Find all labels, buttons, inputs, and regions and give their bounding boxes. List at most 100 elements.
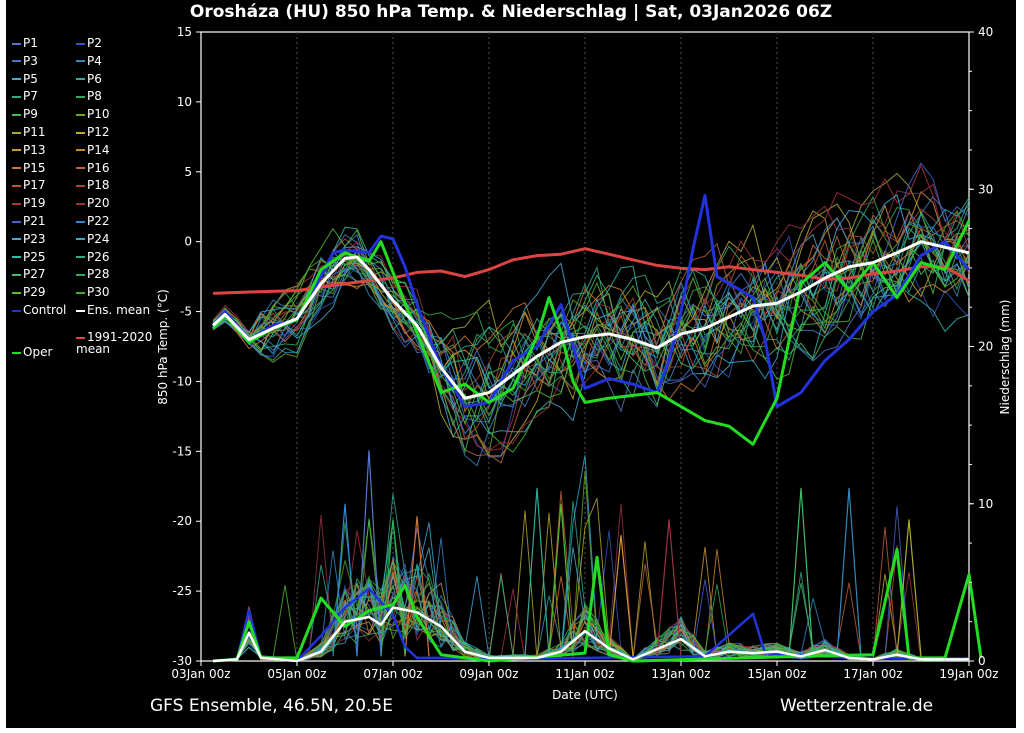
legend-swatch [76,256,85,259]
oper-temp-line [211,220,971,446]
legend-label: P27 [23,267,46,282]
precip-spike [836,487,862,657]
legend-swatch [12,42,21,45]
legend-item-p11: P11 [12,125,46,139]
legend-swatch [76,202,85,205]
legend-swatch [12,113,21,116]
legend-swatch [76,60,85,63]
legend-item-p6: P6 [76,72,102,86]
ens-mean-precip-line [212,606,969,663]
legend-item-p25: P25 [12,250,46,264]
legend-item-ens-mean: Ens. mean [76,303,150,317]
legend-label: P13 [23,142,46,157]
member-temp-line [212,162,970,423]
legend-swatch [76,273,85,276]
y-tick-label: 10 [177,95,192,109]
legend-label: P29 [23,285,46,300]
legend-item-p22: P22 [76,214,110,228]
legend-swatch [12,291,21,294]
legend-swatch [12,273,21,276]
legend-swatch [12,60,21,63]
member-precip-line [212,560,970,662]
member-temp-line [212,210,970,440]
legend-label: P25 [23,249,46,264]
y-axis-label: 850 hPa Temp. (°C) [156,289,170,405]
legend-label: Ens. mean [87,303,151,317]
member-temp-line [212,227,970,426]
legend-label: P9 [23,107,38,122]
legend-label: Control [23,303,67,317]
y-tick-label: -5 [180,305,192,319]
legend-item-p4: P4 [76,54,102,68]
legend-label: P11 [23,125,46,139]
legend-item-p5: P5 [12,72,38,86]
legend-item-p26: P26 [76,250,110,264]
legend-label: P17 [23,178,46,193]
oper-precip-line [212,547,983,663]
member-temp-line [212,259,970,414]
legend-swatch [76,78,85,81]
legend-label: 1991-2020 mean [76,330,153,356]
legend-label: P21 [23,214,46,228]
y2-tick-label: 30 [978,182,993,196]
chart-title: Orosháza (HU) 850 hPa Temp. & Niederschl… [189,2,833,22]
legend-swatch [12,131,21,134]
legend-item-p23: P23 [12,232,46,246]
y-tick-label: -25 [172,584,192,598]
legend-label: P5 [23,71,38,86]
legend-item-p3: P3 [12,54,38,68]
precip-spike [896,519,922,657]
x-tick-label: 05Jan 00z [267,667,326,681]
legend-item-p2: P2 [76,36,102,50]
legend-item-p27: P27 [12,267,46,281]
legend-swatch [12,95,21,98]
x-tick-label: 17Jan 00z [843,667,902,681]
legend-label: P12 [87,125,110,139]
y2-tick-label: 20 [978,340,993,354]
y-tick-label: -10 [172,374,192,388]
legend-item-p14: P14 [76,143,110,157]
legend-label: P26 [87,249,110,264]
legend-item-p13: P13 [12,143,46,157]
legend-swatch [76,291,85,294]
member-temp-line [212,205,970,404]
legend-swatch [12,256,21,259]
y-tick-label: -15 [172,444,192,458]
legend-swatch [76,42,85,45]
legend-swatch [12,238,21,241]
member-temp-line [212,245,970,454]
x-tick-label: 15Jan 00z [747,667,806,681]
legend-label: P30 [87,285,110,300]
legend-swatch [12,202,21,205]
x-tick-label: 07Jan 00z [363,667,422,681]
legend-label: P22 [87,214,110,228]
legend-label: P28 [87,267,110,282]
y-tick-label: 5 [184,165,192,179]
control-temp-line [211,194,971,409]
legend-label: P24 [87,231,110,246]
precip-spike [380,519,406,657]
legend-item-p8: P8 [76,89,102,103]
legend-item-control: Control [12,303,66,317]
precip-spike [656,519,682,657]
legend-swatch [76,149,85,152]
y2-tick-label: 10 [978,497,993,511]
member-temp-line [212,183,970,452]
legend-item-p19: P19 [12,196,46,210]
legend-item-p20: P20 [76,196,110,210]
legend-swatch [76,131,85,134]
precip-spike [332,503,358,657]
y2-tick-label: 40 [978,25,993,39]
x-tick-label: 09Jan 00z [459,667,518,681]
legend-label: P1 [23,36,38,50]
legend-label: P19 [23,196,46,211]
legend-label: P6 [87,71,102,86]
legend-swatch [12,78,21,81]
legend-label: P3 [23,53,38,68]
y-tick-label: -30 [172,654,192,668]
legend-swatch [12,309,21,312]
ens-mean-temp-line [211,240,970,400]
legend-swatch [12,351,21,354]
legend-label: P7 [23,89,38,104]
x-tick-label: 19Jan 00z [939,667,998,681]
